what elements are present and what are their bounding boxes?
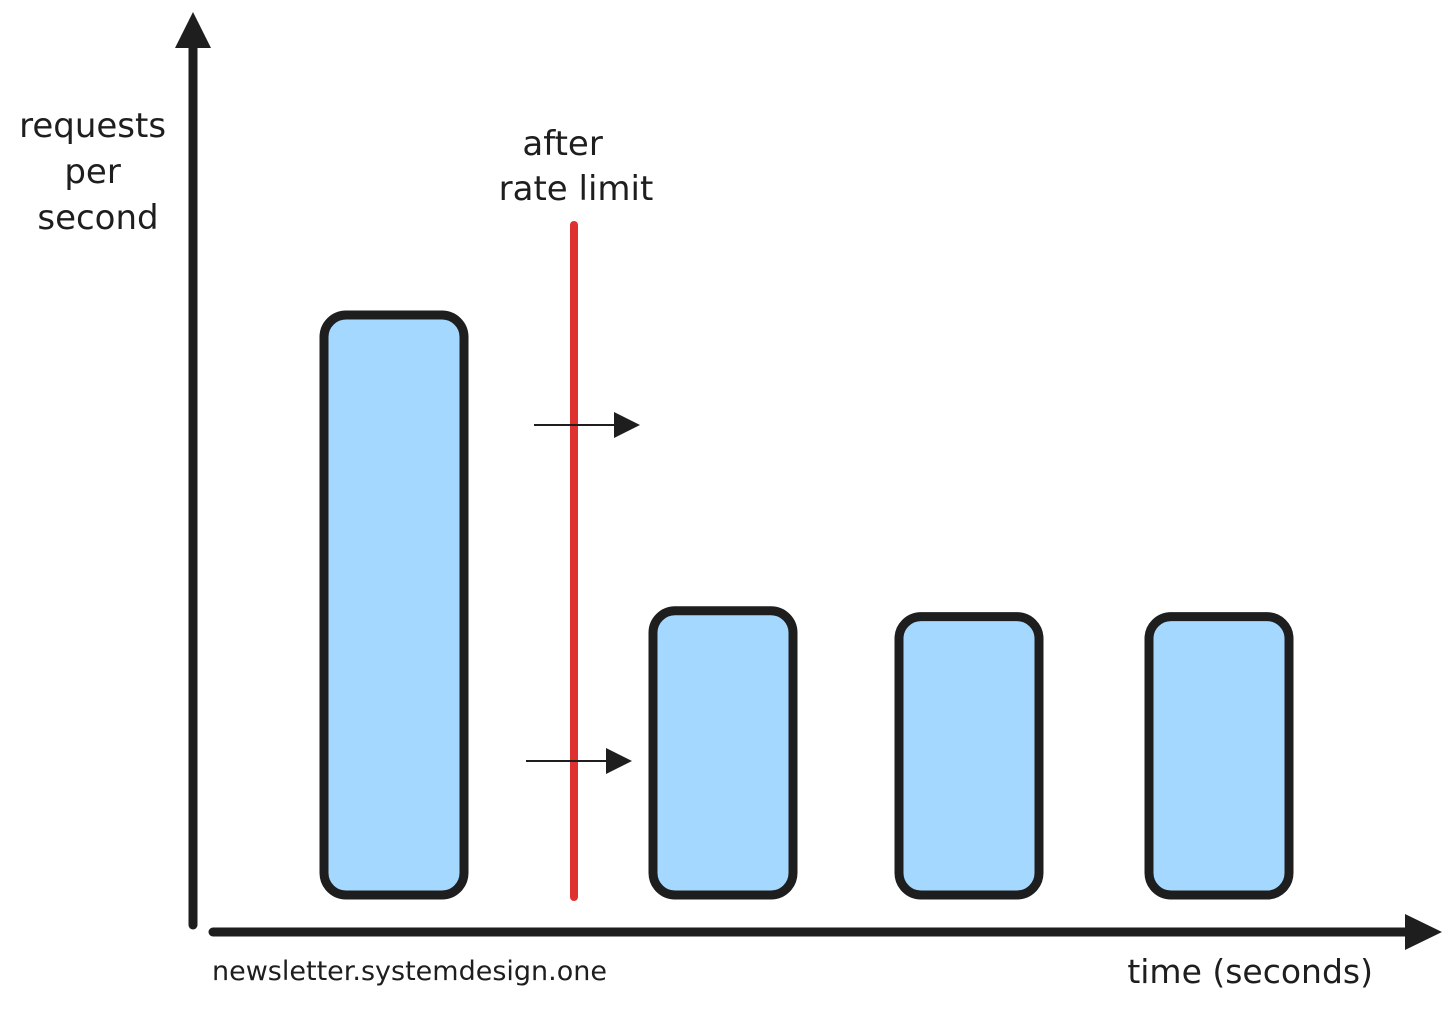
bar [648,606,798,900]
annotation-line: rate limit [499,169,654,209]
y-axis-label-line: second [37,198,158,238]
annotation-line: after [522,124,602,164]
arrowhead-icon [614,412,640,438]
y-axis-label: requests per second [19,106,177,238]
axes [175,12,1442,950]
y-axis-arrowhead [175,12,211,48]
bars-group [319,310,1294,900]
x-axis-arrowhead [1405,914,1442,950]
y-axis-label-line: requests [19,106,166,146]
bar [894,612,1044,900]
x-axis-label: time (seconds) [1127,952,1373,991]
bar [319,310,469,900]
flow-arrow [526,748,632,774]
credit-text: newsletter.systemdesign.one [212,956,607,987]
y-axis-label-line: per [64,152,121,192]
arrowhead-icon [606,748,632,774]
bar [1144,612,1294,900]
rate-limit-annotation: after rate limit [499,124,654,209]
flow-arrow [534,412,640,438]
